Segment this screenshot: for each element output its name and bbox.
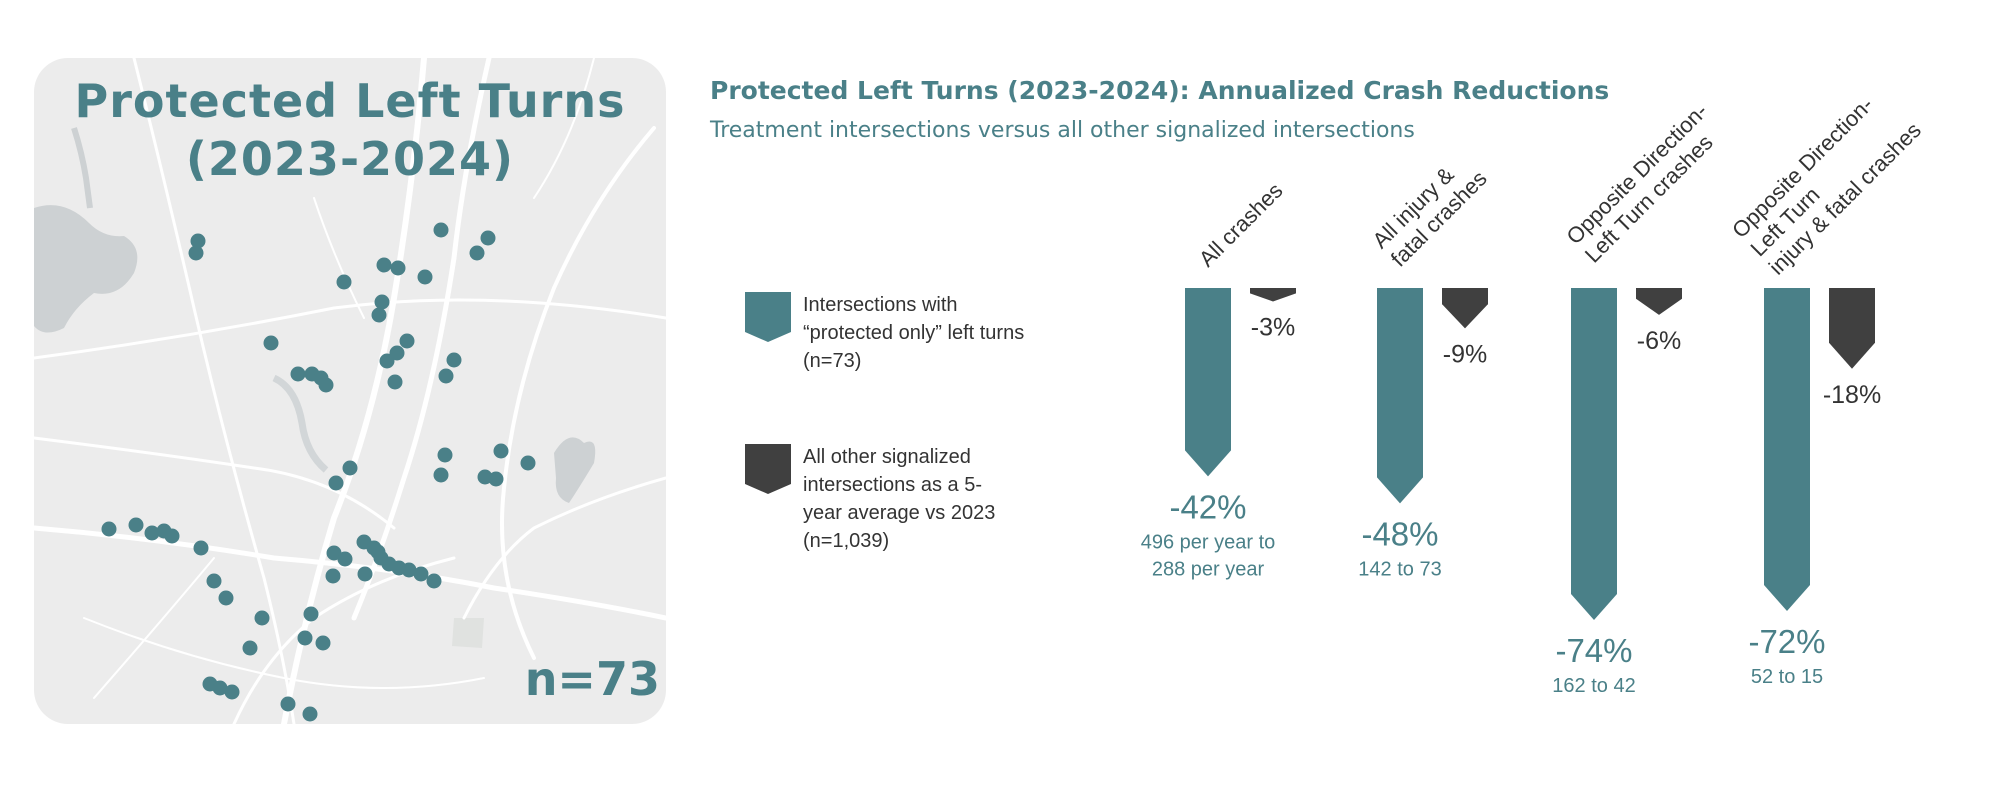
- intersection-point: [190, 233, 206, 249]
- intersection-point: [144, 525, 160, 541]
- comparison-bar: [1636, 288, 1682, 315]
- intersection-map: Protected Left Turns (2023-2024) n=73: [34, 58, 666, 724]
- intersection-point: [297, 630, 313, 646]
- legend-label: “protected only” left turns: [803, 322, 1024, 344]
- treatment-sublabel: 288 per year: [1152, 558, 1265, 580]
- intersection-point: [342, 460, 358, 476]
- comparison-value-label: -6%: [1637, 327, 1681, 355]
- intersection-point: [433, 467, 449, 483]
- intersection-point: [446, 352, 462, 368]
- comparison-bar: [1829, 288, 1875, 369]
- intersection-point: [128, 517, 144, 533]
- map-basemap: [34, 58, 666, 724]
- treatment-bar: [1764, 288, 1810, 612]
- legend-label: intersections as a 5-: [803, 474, 982, 496]
- lake-shape: [554, 437, 596, 503]
- comparison-value-label: -9%: [1443, 340, 1487, 368]
- intersection-point: [493, 443, 509, 459]
- intersection-point: [413, 566, 429, 582]
- category-label: All crashes: [1194, 178, 1288, 272]
- lake-shape: [452, 618, 484, 648]
- intersection-point: [290, 366, 306, 382]
- intersection-point: [193, 540, 209, 556]
- treatment-value-label: -72%: [1748, 623, 1825, 660]
- intersection-point: [242, 640, 258, 656]
- intersection-point: [390, 260, 406, 276]
- treatment-value-label: -74%: [1555, 632, 1632, 669]
- intersection-point: [254, 610, 270, 626]
- intersection-point: [325, 568, 341, 584]
- treatment-sublabel: 496 per year to: [1141, 531, 1276, 553]
- comparison-value-label: -3%: [1251, 313, 1295, 341]
- intersection-point: [164, 528, 180, 544]
- category-label: Opposite Direction-Left Turn crashes: [1561, 98, 1717, 267]
- intersection-point: [218, 590, 234, 606]
- lake-shape: [34, 205, 138, 333]
- legend-label: Intersections with: [803, 294, 958, 316]
- intersection-point: [328, 475, 344, 491]
- intersection-point: [357, 566, 373, 582]
- intersection-point: [212, 680, 228, 696]
- map-title: Protected Left Turns: [74, 74, 626, 128]
- legend-label: year average vs 2023: [803, 502, 995, 524]
- treatment-bar: [1185, 288, 1231, 477]
- intersection-point: [374, 294, 390, 310]
- intersection-point: [224, 684, 240, 700]
- intersection-point: [379, 353, 395, 369]
- legend-label: (n=1,039): [803, 530, 889, 552]
- treatment-bar: [1571, 288, 1617, 620]
- intersection-point: [401, 562, 417, 578]
- intersection-point: [438, 368, 454, 384]
- sample-size-label: n=73: [524, 652, 660, 706]
- intersection-point: [302, 706, 318, 722]
- chart-subtitle: Treatment intersections versus all other…: [710, 118, 1415, 143]
- intersection-point: [188, 245, 204, 261]
- intersection-point: [303, 606, 319, 622]
- intersection-point: [387, 374, 403, 390]
- treatment-sublabel: 52 to 15: [1751, 666, 1823, 688]
- intersection-point: [399, 333, 415, 349]
- intersection-point: [371, 307, 387, 323]
- intersection-point: [480, 230, 496, 246]
- intersection-point: [417, 269, 433, 285]
- intersection-point: [280, 696, 296, 712]
- intersection-point: [520, 455, 536, 471]
- category-label-line: All crashes: [1194, 178, 1288, 272]
- intersection-point: [263, 335, 279, 351]
- treatment-bar: [1377, 288, 1423, 504]
- intersection-point: [206, 573, 222, 589]
- comparison-bar: [1250, 288, 1296, 302]
- intersection-point: [433, 222, 449, 238]
- treatment-sublabel: 142 to 73: [1358, 558, 1441, 580]
- legend-label: All other signalized: [803, 446, 971, 468]
- intersection-point: [326, 545, 342, 561]
- intersection-point: [101, 521, 117, 537]
- legend-swatch: [745, 292, 791, 342]
- treatment-value-label: -42%: [1169, 488, 1246, 525]
- intersection-point: [337, 551, 353, 567]
- chart-title: Protected Left Turns (2023-2024): Annual…: [710, 76, 1610, 105]
- river-shape: [71, 127, 93, 209]
- category-label: All injury &fatal crashes: [1367, 162, 1491, 272]
- legend-label: (n=73): [803, 350, 861, 372]
- map-title-years: (2023-2024): [185, 132, 515, 186]
- legend-swatch: [745, 444, 791, 494]
- intersection-point: [426, 573, 442, 589]
- intersection-point: [437, 447, 453, 463]
- intersection-point: [315, 635, 331, 651]
- intersection-point: [318, 377, 334, 393]
- intersection-point: [389, 345, 405, 361]
- intersection-point: [469, 245, 485, 261]
- intersection-point: [488, 471, 504, 487]
- treatment-sublabel: 162 to 42: [1552, 675, 1635, 697]
- comparison-value-label: -18%: [1823, 381, 1881, 409]
- treatment-value-label: -48%: [1361, 515, 1438, 552]
- comparison-bar: [1442, 288, 1488, 329]
- intersection-point: [336, 274, 352, 290]
- river-shape: [272, 374, 329, 473]
- intersection-point: [376, 257, 392, 273]
